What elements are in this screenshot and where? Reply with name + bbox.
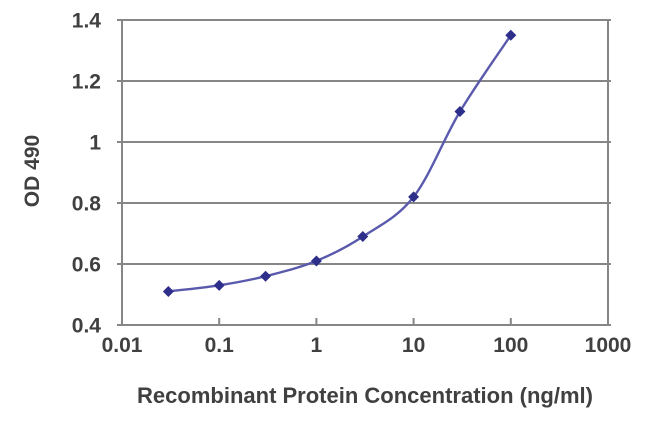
y-tick-label: 0.4: [72, 315, 102, 338]
y-axis-title: OD 490: [21, 134, 44, 208]
data-point-marker: [505, 29, 517, 41]
y-tick-label: 0.6: [72, 254, 101, 277]
x-tick-label: 100: [493, 334, 528, 357]
y-tick-label: 1: [89, 132, 101, 155]
x-tick-label: 0.01: [102, 334, 143, 357]
data-point-marker: [260, 270, 272, 282]
data-point-marker: [357, 231, 369, 243]
y-tick-label: 1.4: [72, 10, 102, 33]
data-point-marker: [213, 279, 225, 291]
data-point-marker: [454, 106, 466, 117]
y-tick-label: 1.2: [72, 71, 101, 94]
x-tick-label: 0.1: [205, 334, 235, 357]
data-point-marker: [310, 255, 322, 267]
data-point-marker: [408, 191, 420, 203]
series-line: [168, 34, 512, 293]
x-axis-title: Recombinant Protein Concentration (ng/ml…: [137, 383, 593, 408]
x-tick-label: 10: [402, 334, 425, 357]
y-tick-label: 0.8: [72, 193, 102, 216]
x-tick-label: 1000: [585, 334, 632, 357]
x-tick-label: 1: [311, 334, 323, 357]
data-point-marker: [162, 285, 174, 297]
